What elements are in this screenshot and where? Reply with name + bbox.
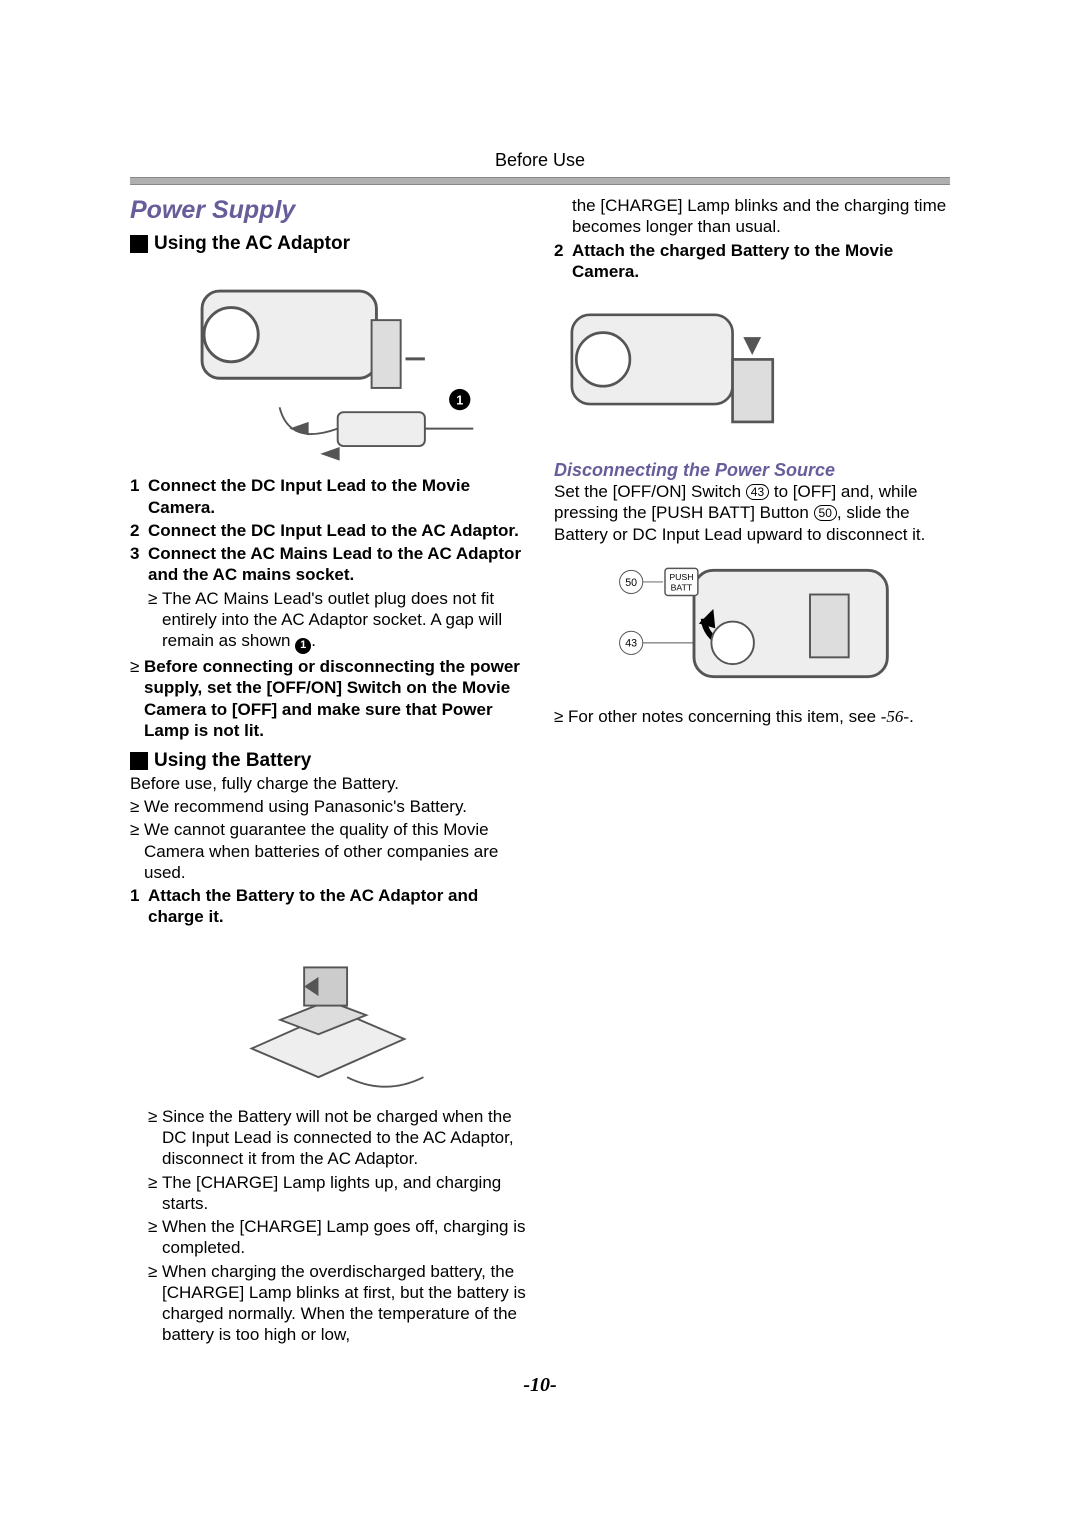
bullet-text: We cannot guarantee the quality of this … [144, 819, 526, 883]
bullet-dot-icon: ≥ [148, 1261, 162, 1346]
warning: ≥ Before connecting or disconnecting the… [130, 656, 526, 741]
step-2: 2 Connect the DC Input Lead to the AC Ad… [130, 520, 526, 541]
bullet-dot-icon: ≥ [148, 1216, 162, 1259]
svg-text:43: 43 [625, 638, 637, 650]
left-column: Power Supply Using the AC Adaptor 1 1 [130, 195, 526, 1348]
bullet-text: We recommend using Panasonic's Battery. [144, 796, 467, 817]
note-text: The AC Mains Lead's outlet plug does not… [162, 588, 526, 654]
page-ref: -56- [881, 707, 909, 726]
page-title: Power Supply [130, 195, 526, 226]
battery-intro: Before use, fully charge the Battery. [130, 773, 526, 794]
bullet-dot-icon: ≥ [148, 1106, 162, 1170]
step-3: 3 Connect the AC Mains Lead to the AC Ad… [130, 543, 526, 586]
bullet-text: When charging the overdischarged battery… [162, 1261, 526, 1346]
bullet-dot-icon: ≥ [554, 706, 568, 727]
see-also: ≥ For other notes concerning this item, … [554, 706, 950, 727]
callout-43: 43 [746, 484, 769, 500]
bullet-dot-icon: ≥ [130, 796, 144, 817]
step-num: 1 [130, 885, 148, 928]
square-bullet-icon [130, 235, 148, 253]
svg-text:50: 50 [625, 577, 637, 589]
bullet-text: When the [CHARGE] Lamp goes off, chargin… [162, 1216, 526, 1259]
step-1: 1 Connect the DC Input Lead to the Movie… [130, 475, 526, 518]
svg-text:BATT: BATT [671, 583, 693, 593]
bullet-dot-icon: ≥ [130, 656, 144, 741]
charge-note-1: ≥Since the Battery will not be charged w… [148, 1106, 526, 1170]
battery-warn: ≥ We cannot guarantee the quality of thi… [130, 819, 526, 883]
step-num: 2 [130, 520, 148, 541]
bullet-dot-icon: ≥ [148, 1172, 162, 1215]
battery-rec: ≥ We recommend using Panasonic's Battery… [130, 796, 526, 817]
subhead-text: Using the Battery [154, 749, 311, 773]
figure-camera-adaptor: 1 [173, 262, 483, 465]
svg-text:PUSH: PUSH [669, 572, 693, 582]
note-gap: ≥ The AC Mains Lead's outlet plug does n… [148, 588, 526, 654]
step-text: Connect the AC Mains Lead to the AC Adap… [148, 543, 526, 586]
bullet-dot-icon: ≥ [130, 819, 144, 883]
callout-50: 50 [814, 505, 837, 521]
step-num: 3 [130, 543, 148, 586]
step-text: Connect the DC Input Lead to the AC Adap… [148, 520, 519, 541]
figure-attach-battery [554, 288, 804, 449]
charge-note-4: ≥When charging the overdischarged batter… [148, 1261, 526, 1346]
see-also-text: For other notes concerning this item, se… [568, 706, 914, 727]
square-bullet-icon [130, 752, 148, 770]
step-num: 2 [554, 240, 572, 283]
warning-text: Before connecting or disconnecting the p… [144, 656, 526, 741]
bullet-dot-icon: ≥ [148, 588, 162, 654]
subhead-text: Using the AC Adaptor [154, 232, 350, 256]
svg-text:1: 1 [456, 393, 463, 407]
callout-1-icon: 1 [295, 638, 311, 654]
right-column: the [CHARGE] Lamp blinks and the chargin… [554, 195, 950, 1348]
bullet-text: Since the Battery will not be charged wh… [162, 1106, 526, 1170]
charge-note-cont: the [CHARGE] Lamp blinks and the chargin… [572, 195, 950, 238]
divider [130, 177, 950, 185]
figure-disconnect: PUSH BATT 50 43 [607, 551, 897, 696]
subhead-disconnect: Disconnecting the Power Source [554, 459, 950, 482]
bullet-text: The [CHARGE] Lamp lights up, and chargin… [162, 1172, 526, 1215]
step-text: Connect the DC Input Lead to the Movie C… [148, 475, 526, 518]
step-text: Attach the Battery to the AC Adaptor and… [148, 885, 526, 928]
subhead-battery: Using the Battery [130, 749, 526, 773]
step-text: Attach the charged Battery to the Movie … [572, 240, 950, 283]
charge-note-3: ≥When the [CHARGE] Lamp goes off, chargi… [148, 1216, 526, 1259]
battery-step-1: 1 Attach the Battery to the AC Adaptor a… [130, 885, 526, 928]
running-head: Before Use [130, 150, 950, 171]
battery-step-2: 2 Attach the charged Battery to the Movi… [554, 240, 950, 283]
subhead-ac-adaptor: Using the AC Adaptor [130, 232, 526, 256]
page-number: -10- [130, 1374, 950, 1397]
page: Before Use Power Supply Using the AC Ada… [0, 0, 1080, 1526]
two-column-layout: Power Supply Using the AC Adaptor 1 1 [130, 195, 950, 1348]
disconnect-text: Set the [OFF/ON] Switch 43 to [OFF] and,… [554, 481, 950, 545]
step-num: 1 [130, 475, 148, 518]
figure-charger [223, 934, 433, 1096]
charge-note-2: ≥The [CHARGE] Lamp lights up, and chargi… [148, 1172, 526, 1215]
